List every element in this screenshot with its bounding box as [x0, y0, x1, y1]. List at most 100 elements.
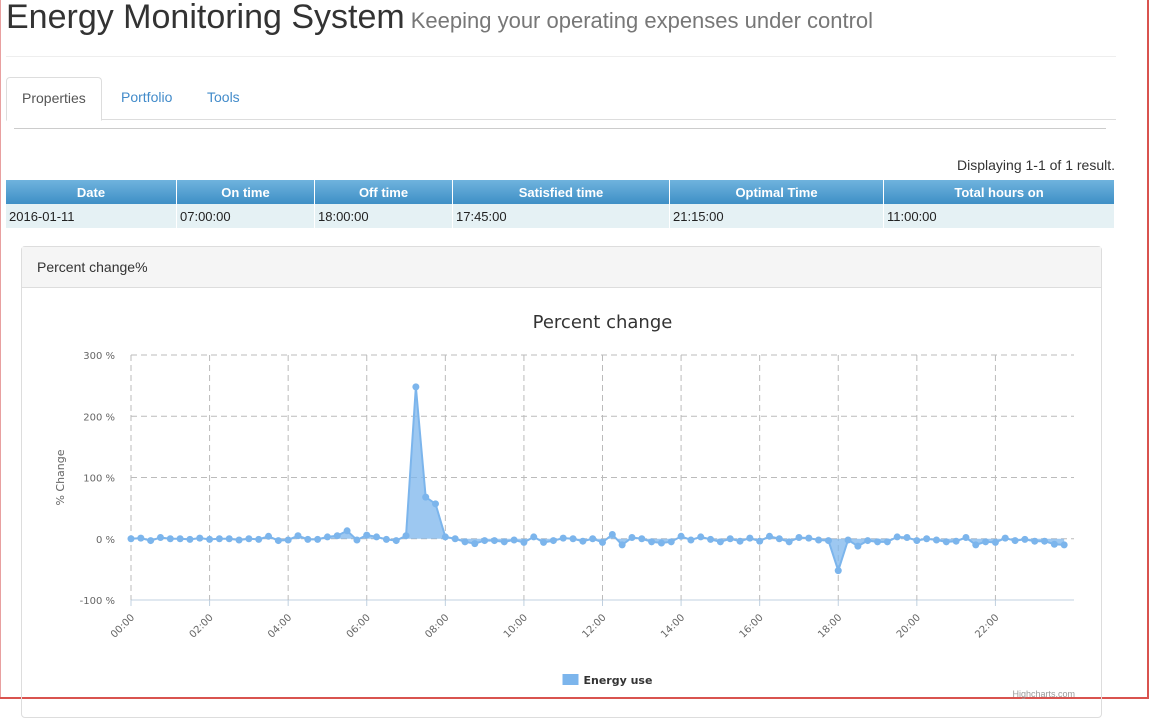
- data-point: [481, 537, 489, 545]
- data-point: [952, 537, 960, 545]
- data-point: [726, 535, 734, 543]
- data-point: [176, 535, 184, 543]
- y-tick-label: 300 %: [83, 351, 115, 362]
- data-point: [471, 540, 479, 548]
- x-tick-label: 12:00: [580, 612, 608, 640]
- column-header-optimal-time[interactable]: Optimal Time: [669, 180, 884, 204]
- data-point: [432, 500, 440, 508]
- chart-title: Percent change: [533, 312, 673, 333]
- data-point: [294, 532, 302, 540]
- data-point: [824, 537, 832, 545]
- page-title: Energy Monitoring System Keeping your ope…: [6, 0, 873, 37]
- data-point: [304, 535, 312, 543]
- data-point: [343, 527, 351, 535]
- data-point: [746, 534, 754, 542]
- series-line: [130, 386, 1065, 574]
- data-point: [451, 535, 459, 543]
- data-point: [599, 538, 606, 546]
- data-point: [245, 535, 253, 543]
- percent-change-chart: Percent change -100 % 0 % 100 % 200 % 300 % 00…: [54, 312, 1074, 687]
- y-tick-label: 100 %: [83, 474, 115, 485]
- x-tick-label: 10:00: [502, 612, 530, 640]
- x-tick-label: 22:00: [973, 612, 1001, 640]
- data-point: [775, 535, 783, 543]
- data-point: [707, 535, 715, 543]
- legend-swatch[interactable]: [562, 674, 579, 685]
- window-frame-bottom: [0, 697, 1149, 699]
- data-point: [815, 536, 823, 544]
- x-tick-label: 08:00: [423, 612, 451, 640]
- cell-optimal-time: 21:15:00: [669, 204, 884, 228]
- panel-heading: Percent change%: [22, 247, 1101, 288]
- column-header-satisfied-time[interactable]: Satisfied time: [452, 180, 670, 204]
- data-point: [1050, 540, 1058, 548]
- tab-portfolio[interactable]: Portfolio: [121, 89, 173, 105]
- data-point: [923, 535, 931, 543]
- data-point: [314, 535, 322, 543]
- data-point: [186, 535, 194, 543]
- data-point: [510, 536, 518, 544]
- data-point: [333, 532, 341, 540]
- column-header-date[interactable]: Date: [6, 180, 177, 204]
- data-point: [893, 533, 901, 541]
- y-tick-label: -100 %: [80, 596, 115, 607]
- x-tick-label: 16:00: [738, 612, 766, 640]
- window-frame-left: [0, 0, 1, 699]
- data-point: [373, 533, 381, 541]
- data-point: [540, 538, 548, 546]
- data-point: [323, 533, 331, 541]
- y-tick-label: 200 %: [83, 412, 115, 423]
- data-point: [982, 538, 990, 546]
- cell-date: 2016-01-11: [6, 204, 177, 228]
- x-tick-label: 18:00: [816, 612, 844, 640]
- column-header-on-time[interactable]: On time: [176, 180, 315, 204]
- data-point: [667, 538, 675, 546]
- data-point: [1041, 537, 1049, 545]
- legend-item-energy-use[interactable]: Energy use: [584, 674, 653, 687]
- x-tick-label: 02:00: [188, 612, 216, 640]
- x-tick-label: 06:00: [345, 612, 373, 640]
- data-point: [716, 538, 724, 546]
- data-point: [618, 541, 626, 549]
- data-point: [549, 537, 557, 545]
- app-title: Energy Monitoring System: [6, 0, 405, 36]
- data-point: [490, 537, 498, 545]
- data-point: [687, 536, 695, 544]
- data-point: [638, 535, 646, 543]
- data-point: [156, 534, 164, 542]
- data-point: [569, 535, 577, 543]
- data-point: [265, 532, 273, 540]
- data-point: [500, 538, 508, 546]
- data-point: [363, 531, 371, 539]
- data-point: [903, 534, 911, 542]
- data-point: [206, 535, 214, 543]
- data-point: [422, 493, 430, 501]
- data-point: [697, 533, 705, 541]
- column-header-total-hours[interactable]: Total hours on: [883, 180, 1115, 204]
- tab-properties[interactable]: Properties: [6, 77, 102, 121]
- column-header-off-time[interactable]: Off time: [314, 180, 453, 204]
- data-point: [255, 535, 263, 543]
- data-point: [608, 530, 616, 538]
- data-point: [765, 532, 773, 540]
- data-point: [520, 538, 528, 546]
- cell-off-time: 18:00:00: [314, 204, 453, 228]
- data-point: [854, 542, 862, 550]
- data-point: [235, 536, 243, 544]
- data-point: [932, 536, 940, 544]
- data-point: [805, 534, 813, 542]
- data-point: [461, 538, 469, 546]
- data-point: [196, 534, 204, 542]
- chart-credit[interactable]: Highcharts.com: [1012, 689, 1075, 699]
- x-tick-label: 14:00: [659, 612, 687, 640]
- data-point: [785, 538, 793, 546]
- x-tick-label: 04:00: [266, 612, 294, 640]
- data-point: [215, 535, 223, 543]
- tab-tools[interactable]: Tools: [207, 89, 240, 105]
- schedule-table: Date On time Off time Satisfied time Opt…: [6, 180, 1115, 228]
- data-point: [962, 534, 970, 542]
- data-point: [1060, 541, 1068, 549]
- data-point: [392, 537, 400, 545]
- data-point: [1021, 535, 1029, 543]
- table-header-row: Date On time Off time Satisfied time Opt…: [6, 180, 1115, 204]
